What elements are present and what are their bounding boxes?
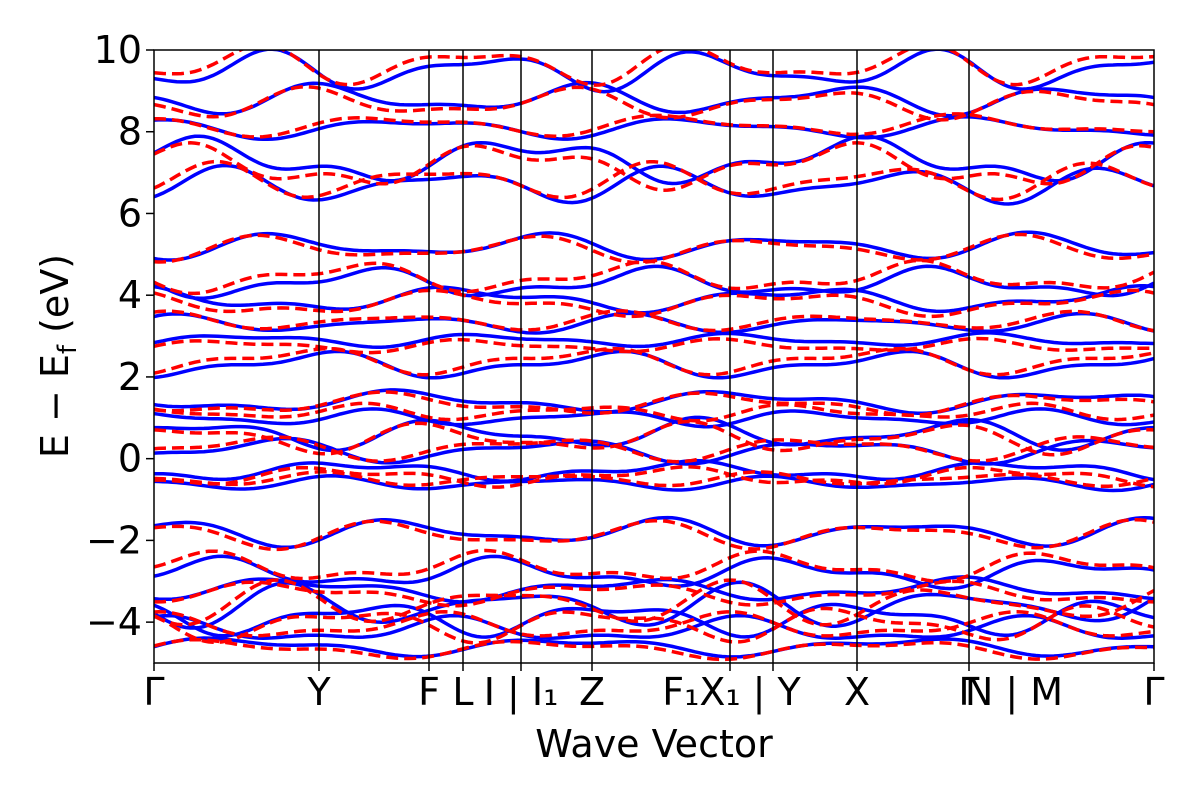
band-line-dashed <box>154 85 1154 122</box>
band-line-dashed <box>154 390 1154 417</box>
band-line-dashed <box>154 112 1154 139</box>
band-line-solid <box>154 636 1154 659</box>
band-line-solid <box>154 580 1154 630</box>
bands-layer <box>154 50 1154 662</box>
band-line-solid <box>154 575 1154 604</box>
y-tick-label: 0 <box>118 437 142 481</box>
band-line-dashed <box>154 336 1154 355</box>
band-line-dashed <box>154 517 1154 552</box>
y-axis-title: E − Ef (eV) <box>33 254 83 458</box>
band-line-solid <box>154 163 1154 206</box>
band-line-dashed <box>154 579 1154 608</box>
band-line-dashed <box>154 232 1154 265</box>
x-tick-label: Y <box>306 670 331 714</box>
band-line-dashed <box>154 465 1154 489</box>
band-line-solid <box>154 474 1154 493</box>
band-line-dashed <box>154 288 1154 319</box>
band-line-dashed <box>154 419 1154 457</box>
plot-frame <box>153 49 1155 664</box>
band-line-dashed <box>154 346 1154 377</box>
y-axis: −4 −2 0 2 4 6 8 10 <box>86 28 154 644</box>
band-line-dashed <box>154 610 1154 638</box>
y-axis-title-subscript: f <box>53 344 83 354</box>
x-tick-label: F₁X₁ | Y <box>662 670 801 715</box>
y-axis-title-main: E − E <box>33 354 77 458</box>
band-line-solid <box>154 515 1154 550</box>
y-tick-label: 8 <box>118 110 142 154</box>
x-tick-label: Γ <box>1143 670 1164 714</box>
band-line-solid <box>154 115 1154 142</box>
band-line-dashed <box>154 50 1154 87</box>
x-tick-label: Γ <box>958 670 979 714</box>
x-tick-label: F <box>418 670 440 714</box>
x-tick-label: Γ <box>143 670 164 714</box>
band-line-solid <box>154 407 1154 429</box>
y-tick-label: 10 <box>94 28 142 72</box>
kpath-lines <box>318 50 970 663</box>
band-line-dashed <box>154 309 1154 333</box>
band-line-solid <box>154 80 1154 118</box>
y-tick-label: −2 <box>86 518 142 562</box>
y-tick-label: 2 <box>118 355 142 399</box>
band-line-solid <box>154 264 1154 301</box>
band-line-dashed <box>154 470 1154 489</box>
band-line-dashed <box>154 141 1154 192</box>
band-line-dashed <box>154 637 1154 662</box>
band-line-dashed <box>154 401 1154 423</box>
x-tick-label: X <box>844 670 870 714</box>
y-tick-label: −4 <box>86 600 142 644</box>
y-tick-label: 6 <box>118 191 142 235</box>
band-line-dashed <box>154 435 1154 464</box>
band-line-solid <box>154 134 1154 186</box>
band-line-solid <box>154 613 1154 640</box>
x-tick-label: N | M <box>965 670 1063 715</box>
y-tick-label: 4 <box>118 273 142 317</box>
band-line-dashed <box>154 159 1154 202</box>
x-tick-label: Z <box>579 670 605 714</box>
svg-text:E − Ef (eV): E − Ef (eV) <box>33 254 83 458</box>
band-line-solid <box>154 599 1154 639</box>
y-axis-title-unit: (eV) <box>33 254 77 345</box>
x-axis-title: Wave Vector <box>535 722 773 766</box>
x-tick-label: L <box>452 670 473 714</box>
band-line-dashed <box>154 578 1154 627</box>
band-line-solid <box>154 554 1154 591</box>
x-tick-label: I | I₁ <box>484 670 559 715</box>
